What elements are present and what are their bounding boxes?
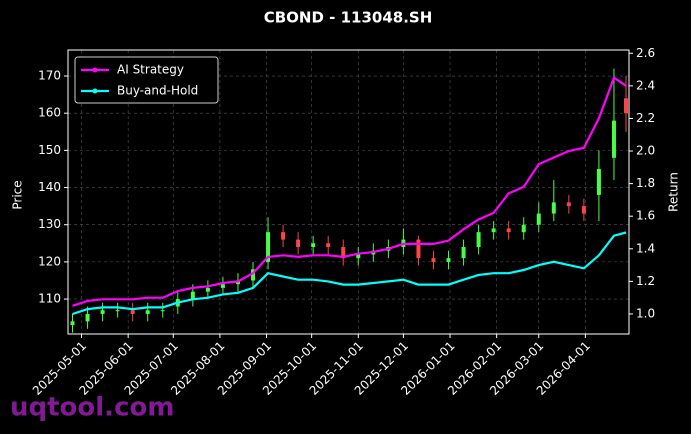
candle-body [551,202,556,214]
plot-frame [67,49,630,335]
y2-tick-label: 2.2 [636,111,655,125]
candle-body [416,239,421,259]
candle-body [521,224,526,233]
candle-body [461,247,466,259]
candle-body [190,291,195,300]
candle-body [506,228,511,233]
y2-tick-label: 1.2 [636,274,655,288]
y-tick-label: 150 [38,143,61,157]
y2-tick-label: 1.4 [636,241,655,255]
legend-label: AI Strategy [117,63,184,77]
y-axis-label: Price [11,180,25,209]
candle-body [70,321,75,326]
candle-body [250,269,255,281]
candle-body [220,284,225,288]
y-tick-label: 120 [38,254,61,268]
legend-label: Buy-and-Hold [117,84,198,98]
y2-axis-label: Return [667,172,681,212]
candle-body [160,310,165,312]
plot-area [68,50,629,334]
legend-marker [92,67,98,73]
candle-body [536,213,541,225]
candle-body [296,239,301,248]
series-line [72,231,627,316]
y2-tick-label: 1.6 [636,209,655,223]
y2-tick-label: 1.8 [636,176,655,190]
candle-body [623,98,628,114]
candle-body [596,168,601,195]
candle-body [266,232,271,262]
legend-marker [92,88,98,94]
y-tick-label: 110 [38,292,61,306]
candle-body [281,232,286,240]
legend-box [74,56,219,104]
y2-tick-label: 2.4 [636,78,655,92]
candle-body [311,243,316,248]
candle-body [205,287,210,292]
candle-body [431,258,436,262]
y-tick-label: 130 [38,217,61,231]
candle-body [341,247,346,259]
y2-tick-label: 1.0 [636,306,655,320]
candle-body [356,254,361,259]
y2-tick-label: 2.0 [636,144,655,158]
candle-body [446,258,451,262]
candle-body [476,232,481,248]
candle-body [85,313,90,322]
candle-body [145,310,150,314]
y-tick-label: 140 [38,180,61,194]
chart-title: CBOND - 113048.SH [264,9,433,27]
candle-body [326,243,331,248]
candle-body [611,120,616,158]
series-line [72,76,627,307]
candle-body [491,228,496,233]
candle-body [130,310,135,314]
y-tick-label: 160 [38,106,61,120]
candle-body [581,206,586,214]
candle-body [566,202,571,207]
candle-body [115,310,120,312]
watermark: uqtool.com [10,393,174,423]
legend: AI Strategy Buy-and-Hold [74,56,219,104]
candle-body [100,310,105,314]
y-tick-label: 170 [38,69,61,83]
y2-tick-label: 2.6 [636,46,655,60]
